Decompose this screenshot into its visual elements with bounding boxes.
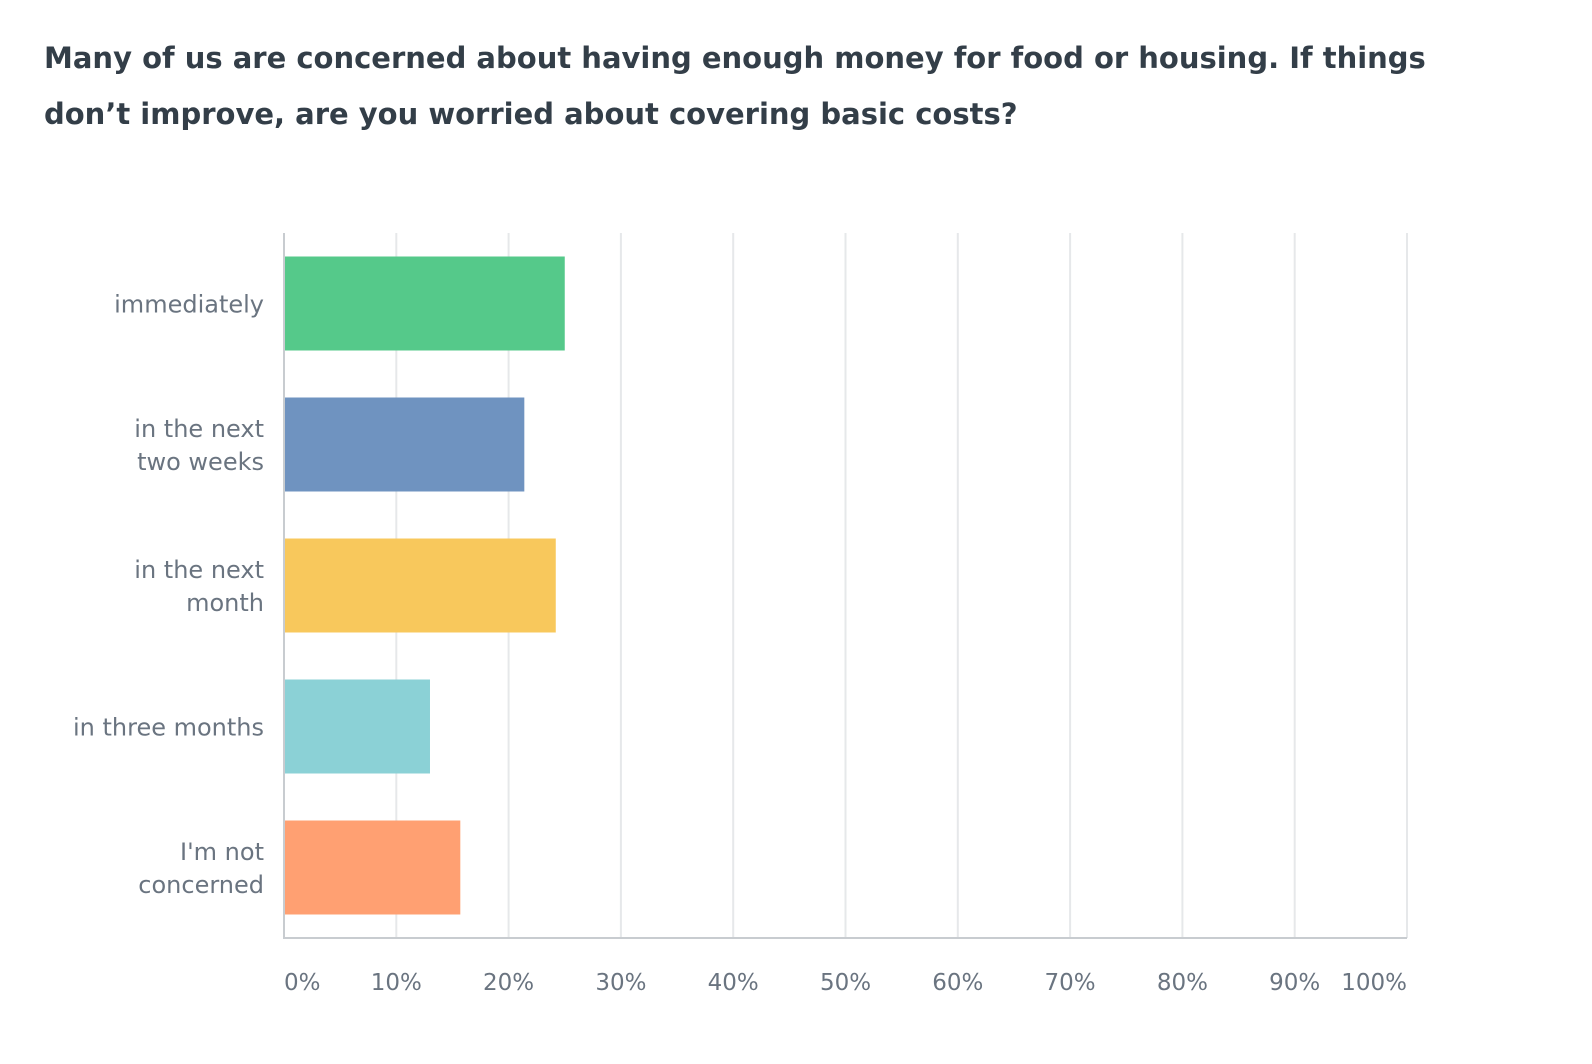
- gridlines: [395, 233, 1408, 938]
- category-label-line: I'm not: [180, 838, 264, 866]
- category-label-line: in the next: [134, 415, 264, 443]
- category-label-line: immediately: [114, 291, 264, 319]
- x-tick-label: 40%: [708, 970, 759, 996]
- category-label-line: month: [186, 589, 264, 617]
- bar: [284, 538, 556, 633]
- x-tick-label: 100%: [1341, 970, 1407, 996]
- category-label: I'm not concerned: [138, 838, 264, 899]
- category-label: immediately: [114, 291, 264, 319]
- bar: [284, 256, 565, 351]
- x-tick-label: 70%: [1045, 970, 1096, 996]
- x-tick-labels: 0% 10% 20% 30% 40% 50% 60% 70% 80% 90% 100%: [284, 970, 1407, 996]
- x-tick-label: 20%: [483, 970, 534, 996]
- x-tick-label: 90%: [1269, 970, 1320, 996]
- x-tick-label: 30%: [595, 970, 646, 996]
- axes: [283, 233, 1407, 939]
- bar: [284, 679, 430, 774]
- x-tick-label: 60%: [932, 970, 983, 996]
- bars: [284, 256, 565, 915]
- question-title: Many of us are concerned about having en…: [44, 41, 1426, 131]
- x-tick-label: 80%: [1157, 970, 1208, 996]
- category-label-line: in the next: [134, 556, 264, 584]
- bar: [284, 820, 461, 915]
- x-tick-label: 10%: [371, 970, 422, 996]
- category-label: in the next two weeks: [134, 415, 264, 476]
- category-label-line: concerned: [138, 871, 264, 899]
- x-tick-label: 50%: [820, 970, 871, 996]
- x-tick-label: 0%: [284, 970, 321, 996]
- bar: [284, 397, 525, 492]
- category-label: in the next month: [134, 556, 264, 617]
- category-label: in three months: [73, 714, 264, 742]
- category-label-line: two weeks: [137, 448, 264, 476]
- category-label-line: in three months: [73, 714, 264, 742]
